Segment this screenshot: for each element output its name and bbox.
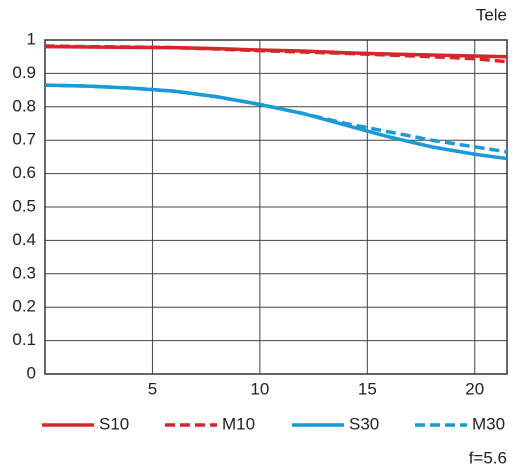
series-line [44,83,508,154]
y-tick-label: 0.4 [12,230,36,249]
y-tick-label: 0.2 [12,297,36,316]
y-tick-label: 0.7 [12,130,36,149]
annotation: f=5.6 [469,448,507,467]
plot-border [44,39,508,375]
y-tick-label: 0.3 [12,263,36,282]
y-tick-label: 1 [27,29,36,48]
y-tick-label: 0.6 [12,163,36,182]
x-tick-label: 5 [148,379,157,398]
legend-label: S30 [349,414,379,433]
y-tick-label: 0 [27,363,36,382]
series-line [44,83,508,161]
y-tick-label: 0.1 [12,330,36,349]
x-tick-label: 20 [465,379,484,398]
series-line [44,44,508,64]
legend-label: S10 [99,414,129,433]
x-tick-label: 10 [250,379,269,398]
y-tick-label: 0.5 [12,196,36,215]
legend-label: M30 [472,414,505,433]
legend-label: M10 [222,414,255,433]
chart-title: Tele [476,5,507,24]
y-tick-label: 0.8 [12,96,36,115]
y-tick-label: 0.9 [12,63,36,82]
x-tick-label: 15 [358,379,377,398]
